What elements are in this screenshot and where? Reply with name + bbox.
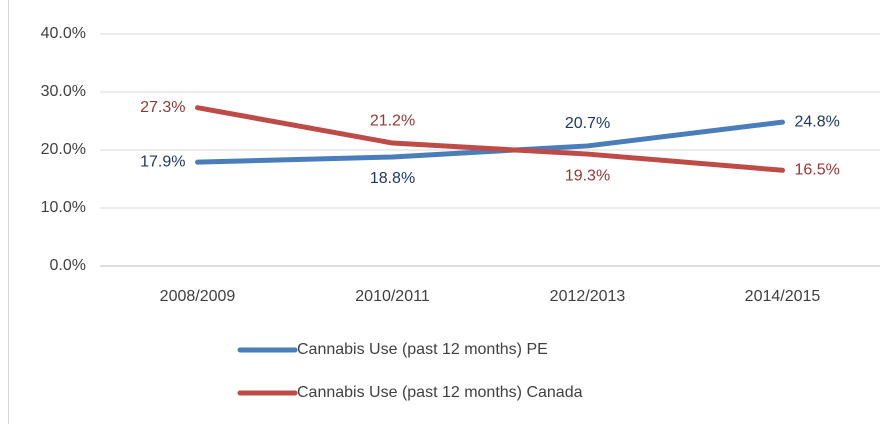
series-line [195, 119, 785, 165]
data-label: 21.2% [370, 112, 415, 129]
y-tick-label: 30.0% [41, 83, 86, 100]
series-line [195, 105, 785, 173]
legend-label: Cannabis Use (past 12 months) Canada [297, 384, 583, 401]
y-tick-label: 40.0% [41, 25, 86, 42]
data-label: 20.7% [565, 115, 610, 132]
data-label: 19.3% [565, 167, 610, 184]
x-tick-label: 2010/2011 [355, 288, 430, 305]
data-label: 24.8% [795, 113, 840, 130]
data-label: 18.8% [370, 170, 415, 187]
data-label: 27.3% [140, 99, 185, 116]
x-tick-label: 2008/2009 [160, 288, 236, 305]
x-tick-label: 2012/2013 [550, 288, 626, 305]
legend-label: Cannabis Use (past 12 months) PE [297, 341, 548, 358]
y-tick-label: 10.0% [41, 199, 86, 216]
y-tick-label: 20.0% [41, 141, 86, 158]
y-tick-label: 0.0% [50, 257, 86, 274]
data-label: 17.9% [140, 153, 185, 170]
x-tick-label: 2014/2015 [745, 288, 821, 305]
data-label: 16.5% [795, 162, 840, 179]
